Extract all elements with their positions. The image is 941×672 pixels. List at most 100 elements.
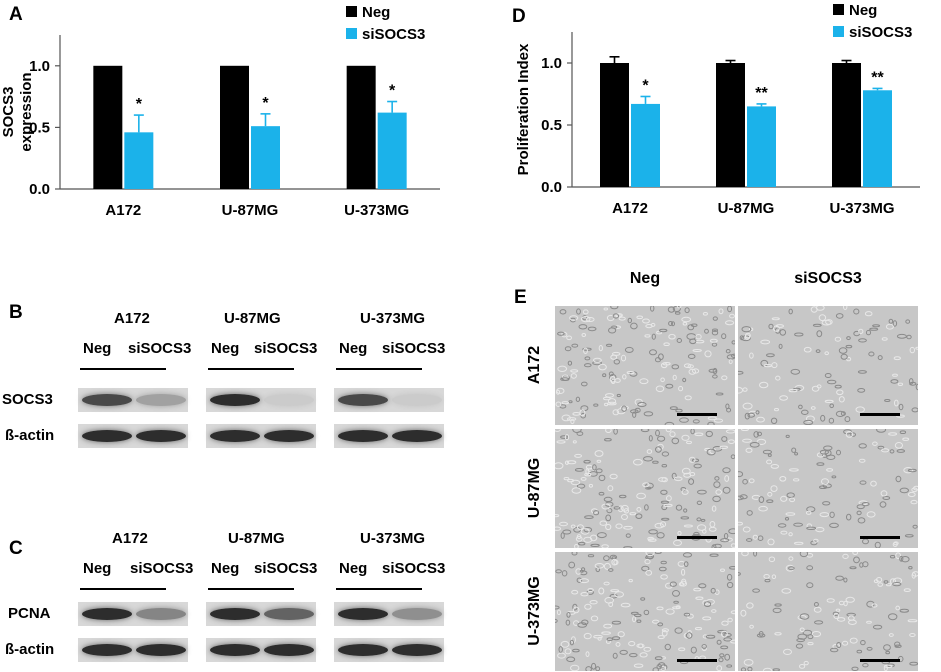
panel-label-d: D <box>512 6 526 27</box>
y-tick-label: 0.0 <box>541 179 562 196</box>
blot-band <box>136 394 186 406</box>
blot-lane-strip <box>78 424 188 448</box>
blot-row-label: ß-actin <box>5 641 55 658</box>
blot-group-underline <box>208 368 294 370</box>
blot-band <box>210 394 260 406</box>
scale-bar <box>677 659 717 662</box>
blot-band <box>264 394 314 406</box>
micrograph-cells-texture <box>555 552 735 671</box>
blot-cell-line-label: U-87MG <box>224 310 281 327</box>
micrograph-row-header: U-373MG <box>526 575 543 646</box>
micrograph-cells-texture <box>738 552 918 671</box>
panel-label-a: A <box>9 4 23 25</box>
blot-lane-strip <box>78 602 188 626</box>
bar-neg <box>600 63 629 187</box>
blot-band <box>392 394 442 406</box>
blot-band <box>392 644 442 656</box>
y-axis-label: SOCS3 <box>0 87 17 138</box>
blot-band <box>264 644 314 656</box>
blot-group-underline <box>80 588 166 590</box>
blot-neg-label: Neg <box>83 560 112 577</box>
blot-band <box>136 644 186 656</box>
bar-sisocs3 <box>124 132 154 189</box>
y-tick-label: 0.5 <box>541 117 562 134</box>
bar-sisocs3 <box>377 112 407 189</box>
blot-group-underline <box>336 588 422 590</box>
scale-bar <box>860 413 900 416</box>
bar-sisocs3 <box>863 90 892 187</box>
scale-bar <box>677 413 717 416</box>
panel-label-b: B <box>9 302 23 323</box>
micrograph-image <box>555 552 735 671</box>
x-category-label: U-373MG <box>344 202 409 219</box>
bar-neg <box>93 65 123 189</box>
blot-lane-strip <box>206 602 316 626</box>
significance-marker: * <box>389 83 396 100</box>
blot-sisocs3-label: siSOCS3 <box>130 560 194 577</box>
blot-band <box>338 644 388 656</box>
blot-group-underline <box>336 368 422 370</box>
significance-marker: * <box>642 77 649 94</box>
blot-band <box>136 430 186 442</box>
blot-lane-strip <box>78 638 188 662</box>
blot-lane-strip <box>206 388 316 412</box>
blot-cell-line-label: U-373MG <box>360 310 426 327</box>
micrograph-image <box>738 429 918 548</box>
legend-swatch <box>346 28 357 39</box>
legend-label: siSOCS3 <box>849 24 912 41</box>
blot-group-underline <box>80 368 166 370</box>
blot-neg-label: Neg <box>211 560 240 577</box>
blot-row-label: SOCS3 <box>2 391 53 408</box>
y-tick-label: 0.0 <box>29 181 50 198</box>
scale-bar <box>860 536 900 539</box>
x-category-label: U-373MG <box>829 200 894 217</box>
blot-band <box>392 608 442 620</box>
blot-neg-label: Neg <box>211 340 240 357</box>
western-blot-b: A172 Neg siSOCS3 U-87MG Neg siSOCS3 U-373MG Neg… <box>0 300 470 470</box>
blot-lane-strip <box>206 638 316 662</box>
bar-neg <box>220 65 249 189</box>
blot-group-underline <box>208 588 294 590</box>
chart-proliferation-index: 0.0 0.5 1.0 Proliferation Index * A172 ** U-87M… <box>515 2 920 217</box>
micrograph-column-header: Neg <box>629 270 661 287</box>
legend-swatch <box>346 6 357 17</box>
micrograph-cells-texture <box>738 306 918 425</box>
blot-band <box>338 430 388 442</box>
blot-lane-strip <box>334 602 444 626</box>
y-axis-label: Proliferation Index <box>515 43 532 175</box>
legend-label: Neg <box>362 4 390 21</box>
blot-band <box>392 430 442 442</box>
bar-neg <box>346 65 376 189</box>
bar-sisocs3 <box>631 103 660 187</box>
blot-neg-label: Neg <box>83 340 112 357</box>
panel-label-c: C <box>9 538 23 559</box>
micrograph-cells-texture <box>555 429 735 548</box>
blot-sisocs3-label: siSOCS3 <box>254 560 318 577</box>
legend-swatch <box>833 4 844 15</box>
blot-cell-line-label: U-87MG <box>228 530 285 547</box>
blot-band <box>136 608 186 620</box>
bar-neg <box>716 63 745 187</box>
blot-sisocs3-label: siSOCS3 <box>382 340 446 357</box>
blot-band <box>338 608 388 620</box>
western-blot-c: A172 Neg siSOCS3 U-87MG Neg siSOCS3 U-373MG Neg… <box>0 530 470 672</box>
blot-band <box>82 430 132 442</box>
blot-band <box>210 430 260 442</box>
blot-band <box>82 608 132 620</box>
significance-marker: ** <box>871 69 884 86</box>
blot-row-label: PCNA <box>8 605 51 622</box>
micrograph-row-header: A172 <box>526 345 543 384</box>
significance-marker: * <box>136 96 143 113</box>
y-tick-label: 1.0 <box>29 58 50 75</box>
micrograph-column-header: siSOCS3 <box>794 270 862 287</box>
blot-lane-strip <box>206 424 316 448</box>
x-category-label: U-87MG <box>718 200 775 217</box>
bar-neg <box>832 63 861 187</box>
x-category-label: U-87MG <box>222 202 279 219</box>
panel-label-e: E <box>514 287 527 308</box>
bar-sisocs3 <box>251 126 280 189</box>
blot-cell-line-label: A172 <box>112 530 148 547</box>
micrograph-grid: Neg siSOCS3 A172 U-87MG U-373MG <box>526 270 941 672</box>
blot-cell-line-label: U-373MG <box>360 530 426 547</box>
blot-band <box>264 608 314 620</box>
